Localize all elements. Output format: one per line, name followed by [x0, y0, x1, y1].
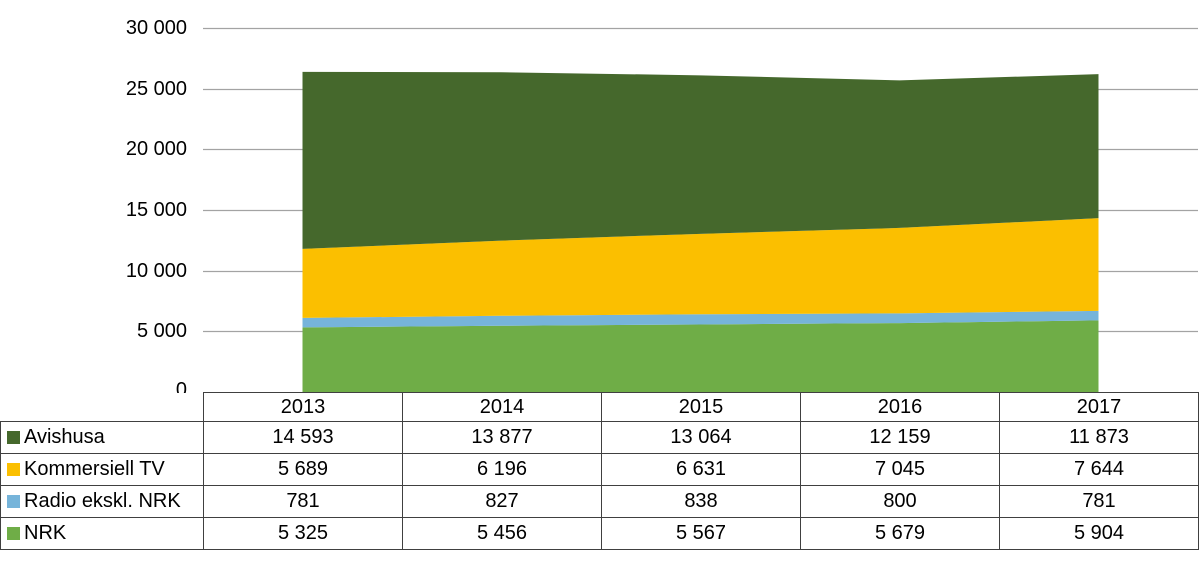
value-cell: 781	[999, 485, 1199, 518]
value-cell: 838	[601, 485, 801, 518]
y-axis-tick-label: 20 000	[125, 138, 187, 160]
row-label: Avishusa	[24, 426, 105, 448]
row-label-cell: Radio ekskl. NRK	[0, 485, 204, 518]
table-header-row: 2013 2014 2015 2016 2017	[0, 392, 1199, 422]
row-label-cell: Kommersiell TV	[0, 453, 204, 486]
year-header-2014: 2014	[402, 392, 602, 422]
row-label: NRK	[24, 522, 67, 544]
data-table: 2013 2014 2015 2016 2017 Avishusa 14 593…	[0, 392, 1199, 550]
y-axis-tick-label: 25 000	[125, 78, 187, 100]
year-header-2017: 2017	[999, 392, 1199, 422]
y-axis-tick-label: 15 000	[125, 199, 187, 221]
table-row-avishusa: Avishusa 14 593 13 877 13 064 12 159 11 …	[0, 421, 1199, 454]
value-cell: 12 159	[800, 421, 1000, 454]
value-cell: 13 064	[601, 421, 801, 454]
value-cell: 5 567	[601, 517, 801, 550]
value-cell: 6 631	[601, 453, 801, 486]
table-row-kommersiell-tv: Kommersiell TV 5 689 6 196 6 631 7 045 7…	[0, 453, 1199, 486]
legend-swatch-radio-ekskl-nrk	[7, 495, 20, 508]
legend-swatch-kommersiell-tv	[7, 463, 20, 476]
value-cell: 13 877	[402, 421, 602, 454]
value-cell: 827	[402, 485, 602, 518]
value-cell: 5 456	[402, 517, 602, 550]
table-row-radio-ekskl-nrk: Radio ekskl. NRK 781 827 838 800 781	[0, 485, 1199, 518]
value-cell: 11 873	[999, 421, 1199, 454]
area-avishusa	[302, 71, 1099, 249]
value-cell: 5 679	[800, 517, 1000, 550]
value-cell: 14 593	[203, 421, 403, 454]
legend-swatch-nrk	[7, 527, 20, 540]
y-axis-tick-label: 0	[175, 379, 187, 401]
value-cell: 7 045	[800, 453, 1000, 486]
value-cell: 5 904	[999, 517, 1199, 550]
row-label-cell: Avishusa	[0, 421, 204, 454]
value-cell: 6 196	[402, 453, 602, 486]
y-axis-tick-label: 10 000	[125, 260, 187, 282]
value-cell: 7 644	[999, 453, 1199, 486]
area-kommersiell-tv	[302, 218, 1099, 318]
area-nrk	[302, 320, 1099, 392]
value-cell: 5 325	[203, 517, 403, 550]
year-header-2016: 2016	[800, 392, 1000, 422]
row-label: Radio ekskl. NRK	[24, 490, 181, 512]
row-label-cell: NRK	[0, 517, 204, 550]
area-radio-ekskl-nrk	[302, 310, 1099, 328]
value-cell: 5 689	[203, 453, 403, 486]
table-row-nrk: NRK 5 325 5 456 5 567 5 679 5 904	[0, 517, 1199, 550]
legend-swatch-avishusa	[7, 431, 20, 444]
y-axis-tick-label: 5 000	[136, 320, 187, 342]
value-cell: 800	[800, 485, 1000, 518]
value-cell: 781	[203, 485, 403, 518]
year-header-2015: 2015	[601, 392, 801, 422]
corner-cell	[0, 392, 204, 422]
row-label: Kommersiell TV	[24, 458, 165, 480]
y-axis-tick-label: 30 000	[125, 17, 187, 39]
year-header-2013: 2013	[203, 392, 403, 422]
